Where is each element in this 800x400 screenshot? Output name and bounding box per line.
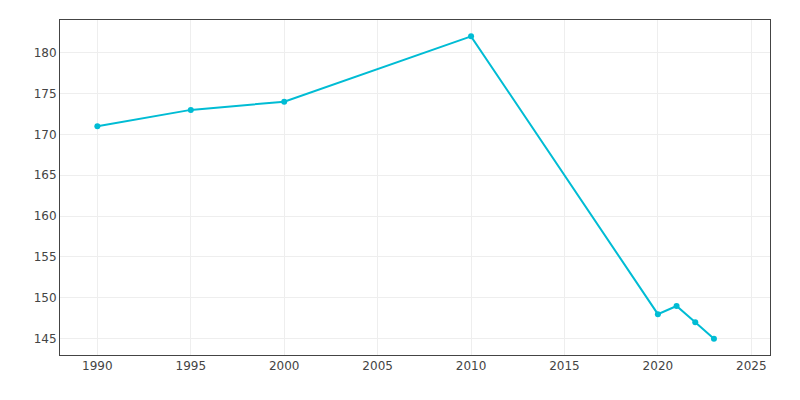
svg-text:160: 160 bbox=[34, 209, 57, 223]
svg-text:2000: 2000 bbox=[269, 359, 300, 373]
svg-text:1995: 1995 bbox=[176, 359, 207, 373]
svg-text:175: 175 bbox=[34, 87, 57, 101]
svg-text:1990: 1990 bbox=[82, 359, 113, 373]
svg-text:2025: 2025 bbox=[736, 359, 767, 373]
svg-text:180: 180 bbox=[34, 46, 57, 60]
svg-text:2020: 2020 bbox=[643, 359, 674, 373]
svg-text:165: 165 bbox=[34, 168, 57, 182]
svg-text:2015: 2015 bbox=[549, 359, 580, 373]
svg-text:2010: 2010 bbox=[456, 359, 487, 373]
svg-text:170: 170 bbox=[34, 128, 57, 142]
svg-text:145: 145 bbox=[34, 332, 57, 346]
svg-text:2005: 2005 bbox=[362, 359, 393, 373]
svg-text:150: 150 bbox=[34, 291, 57, 305]
svg-text:155: 155 bbox=[34, 250, 57, 264]
